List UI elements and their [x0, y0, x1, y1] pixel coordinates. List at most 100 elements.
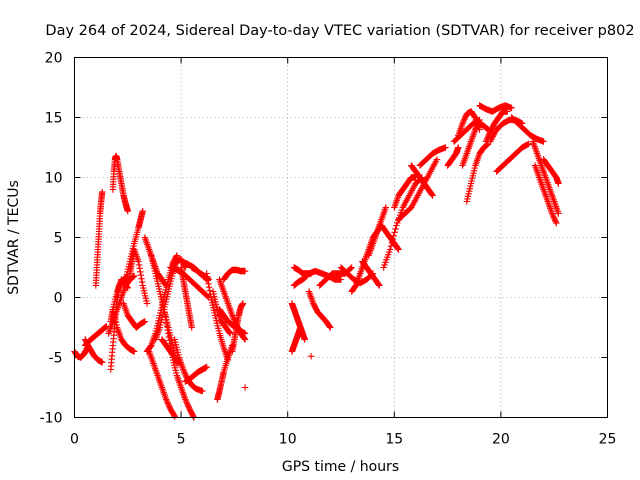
data-point: [540, 138, 547, 145]
data-point: [230, 315, 237, 322]
data-point: [387, 242, 395, 250]
data-point: [461, 114, 469, 122]
data-point: [99, 188, 106, 196]
series-arc-52: [444, 144, 462, 169]
series-arc-32: [229, 300, 247, 355]
series-arc-04: [92, 188, 106, 289]
series-arc-50: [408, 162, 436, 199]
data-point: [551, 215, 558, 223]
data-point: [229, 312, 236, 319]
data-point: [181, 370, 189, 377]
data-point: [124, 207, 131, 215]
series-arc-57: [476, 102, 515, 115]
data-point: [168, 350, 176, 358]
data-point: [347, 265, 354, 272]
data-point: [241, 336, 249, 343]
data-point: [182, 371, 189, 379]
data-point: [164, 326, 171, 334]
data-point: [484, 134, 492, 141]
data-point: [389, 236, 396, 243]
data-point: [388, 239, 396, 246]
data-point: [161, 309, 168, 317]
x-tick-label: 20: [492, 432, 510, 448]
data-point: [203, 270, 210, 277]
data-point: [143, 300, 151, 307]
chart-title: Day 264 of 2024, Sidereal Day-to-day VTE…: [45, 23, 634, 39]
data-point: [173, 252, 181, 259]
data-point: [483, 135, 491, 142]
data-point: [171, 413, 178, 420]
data-point: [337, 276, 345, 283]
data-point: [167, 344, 174, 351]
data-point: [226, 329, 233, 336]
series-arc-46: [369, 222, 402, 253]
data-point: [163, 320, 170, 327]
series-arc-59: [487, 116, 526, 145]
data-point: [166, 337, 173, 344]
series-arc-51: [416, 144, 449, 169]
data-point: [180, 367, 188, 375]
series-arc-35: [288, 300, 308, 343]
data-point: [504, 108, 511, 115]
series-arc-55: [459, 120, 492, 169]
data-point: [459, 120, 466, 127]
data-point: [442, 144, 449, 151]
data-point: [162, 396, 170, 403]
series-arc-54: [455, 108, 483, 139]
data-point: [390, 232, 397, 239]
series-arc-13: [141, 234, 170, 289]
data-points: [71, 102, 562, 421]
data-point: [165, 401, 172, 409]
series-arc-62: [529, 138, 562, 217]
data-point: [185, 403, 192, 410]
y-tick-label: 10: [45, 171, 63, 187]
x-tick-label: 25: [599, 432, 617, 448]
x-tick-label: 0: [70, 432, 79, 448]
data-point: [162, 313, 169, 320]
series-arc-19: [160, 306, 198, 421]
data-point: [395, 246, 402, 253]
data-point: [138, 278, 146, 286]
data-point: [180, 366, 187, 373]
data-point: [392, 225, 399, 233]
data-point: [183, 400, 191, 407]
series-arc-56: [463, 140, 492, 205]
data-point: [138, 275, 145, 282]
data-point: [160, 306, 168, 313]
series-arc-05: [109, 152, 131, 215]
data-point: [136, 265, 143, 272]
y-tick-label: 15: [45, 111, 63, 127]
data-point: [163, 323, 171, 330]
y-tick-label: 5: [54, 231, 63, 247]
series-arc-11: [126, 246, 151, 307]
data-point: [188, 324, 195, 331]
data-point: [163, 397, 170, 405]
data-point: [460, 117, 467, 124]
x-axis-ticks: 0 5 10 15 20 25: [70, 57, 617, 448]
data-point: [553, 219, 560, 227]
series-arc-37: [290, 272, 311, 289]
series-arc-61: [508, 114, 547, 145]
y-tick-label: -10: [40, 411, 63, 427]
data-point: [137, 272, 145, 279]
series-arc-12: [109, 306, 138, 355]
plot-frame: [74, 57, 608, 418]
data-point: [226, 330, 234, 337]
y-tick-label: 0: [54, 291, 63, 307]
data-point: [433, 156, 441, 163]
data-point: [375, 281, 382, 288]
data-point: [550, 214, 558, 221]
data-point: [459, 118, 467, 126]
series-arc-22: [167, 264, 213, 301]
series-arc-29: [214, 342, 236, 403]
data-point: [508, 104, 515, 112]
data-point: [135, 258, 142, 265]
data-point: [165, 330, 172, 337]
y-axis-ticks: -10 -5 0 5 10 15 20: [40, 51, 608, 427]
data-point: [376, 282, 383, 289]
data-point: [206, 287, 213, 294]
series-arc-33: [241, 384, 249, 391]
data-point: [203, 363, 210, 371]
data-point: [164, 399, 171, 406]
